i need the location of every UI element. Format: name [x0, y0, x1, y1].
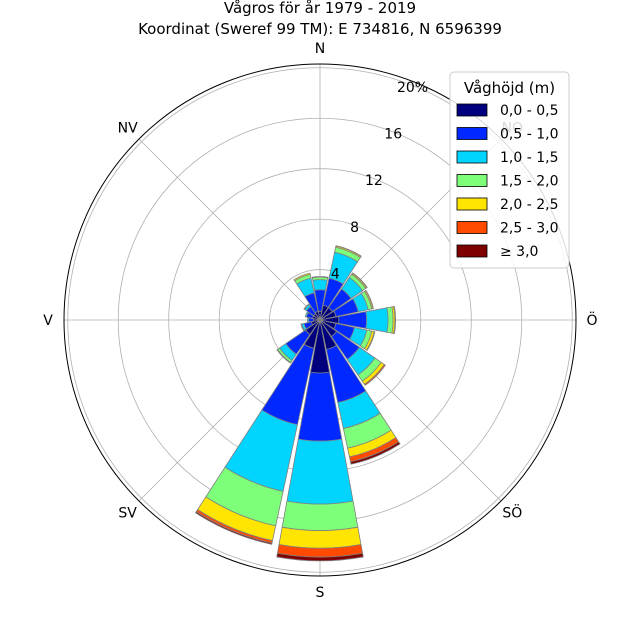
rose-bar-6-5: [363, 363, 386, 386]
legend-swatch-5: [456, 221, 488, 234]
rose-bar-8-2: [286, 438, 354, 505]
legend-swatch-1: [456, 127, 488, 140]
radial-tick-label: 12: [365, 173, 383, 189]
legend: Våghöjd (m) 0,0 - 0,5 0,5 - 1,0 1,0 - 1,5 1,…: [449, 71, 570, 269]
rose-bar-0-2: [312, 279, 328, 291]
rose-bar-12-2: [306, 317, 310, 323]
legend-label-6: ≥ 3,0: [500, 244, 538, 260]
legend-swatch-0: [456, 103, 488, 117]
rose-bar-4-2: [365, 307, 389, 333]
rose-bar-7-6: [350, 441, 401, 465]
rose-bar-1-5: [335, 245, 362, 257]
radial-tick-label: 20%: [397, 80, 428, 96]
legend-label-4: 2,0 - 2,5: [500, 197, 558, 213]
legend-box: [449, 71, 570, 269]
direction-label: SÖ: [502, 503, 522, 521]
legend-label-5: 2,5 - 3,0: [500, 221, 558, 237]
rose-bar-4-5: [393, 305, 397, 335]
outer-circle: [63, 63, 577, 577]
direction-label: S: [316, 585, 325, 601]
rose-bar-14-3: [303, 303, 310, 310]
direction-label: SV: [118, 505, 137, 521]
direction-label: Ö: [586, 311, 597, 329]
rose-bar-8-6: [276, 552, 364, 562]
chart-title: Vågros för år 1979 - 2019: [224, 0, 416, 17]
rose-bar-3-5: [365, 289, 374, 310]
rose-bar-9-6: [194, 511, 273, 545]
rose-bar-13-2: [304, 311, 309, 318]
rose-bar-5-5: [366, 331, 376, 351]
legend-title: Våghöjd (m): [464, 79, 555, 97]
rose-bars: [194, 245, 401, 562]
rose-bar-2-5: [351, 272, 368, 289]
direction-label: NV: [118, 121, 138, 137]
radial-tick-labels: 4 8 12 16 20%: [331, 80, 428, 282]
radial-tick-label: 16: [384, 127, 402, 143]
chart-subtitle: Koordinat (Sweref 99 TM): E 734816, N 65…: [138, 20, 502, 38]
direction-label: N: [315, 41, 325, 57]
radial-tick-label: 4: [331, 266, 340, 282]
legend-label-1: 0,5 - 1,0: [500, 127, 558, 143]
legend-swatch-3: [456, 174, 488, 187]
legend-swatch-6: [456, 244, 488, 258]
legend-swatch-4: [456, 197, 488, 211]
rose-bar-15-4: [293, 272, 311, 282]
rose-bar-8-3: [281, 500, 359, 531]
direction-label: V: [43, 313, 53, 329]
rose-bar-8-4: [278, 526, 362, 549]
rose-bar-11-3: [300, 323, 305, 332]
grid-spoke-1: [138, 138, 321, 321]
radial-tick-label: 8: [350, 220, 359, 236]
legend-label-0: 0,0 - 0,5: [500, 103, 558, 119]
rose-bar-10-4: [276, 348, 292, 364]
legend-label-2: 1,0 - 1,5: [500, 150, 558, 166]
legend-label-3: 1,5 - 2,0: [500, 174, 558, 190]
rose-bar-0-4: [311, 276, 329, 279]
legend-swatch-2: [456, 150, 488, 164]
